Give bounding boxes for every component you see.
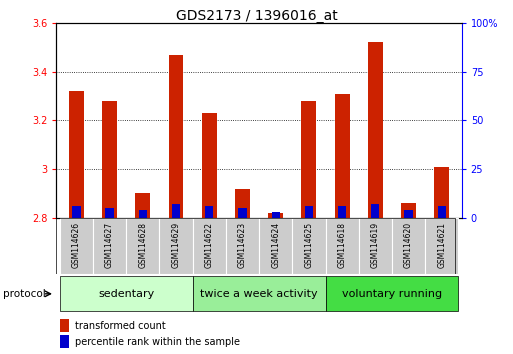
Bar <box>326 218 359 274</box>
Bar <box>268 213 283 218</box>
Bar <box>435 167 449 218</box>
Bar <box>102 101 117 218</box>
Bar <box>126 218 160 274</box>
Bar <box>259 218 292 274</box>
Text: percentile rank within the sample: percentile rank within the sample <box>75 337 240 347</box>
Bar <box>338 206 346 218</box>
Text: GSM114624: GSM114624 <box>271 222 280 268</box>
Bar <box>302 101 317 218</box>
Bar <box>226 218 259 274</box>
Bar <box>271 212 280 218</box>
Bar <box>169 55 184 218</box>
Bar <box>404 210 412 218</box>
Bar <box>172 204 180 218</box>
Bar <box>235 189 250 218</box>
Bar <box>359 218 392 274</box>
Bar <box>135 193 150 218</box>
Text: twice a week activity: twice a week activity <box>200 289 318 299</box>
Text: GSM114622: GSM114622 <box>205 222 214 268</box>
Bar <box>425 218 459 274</box>
Text: GSM114621: GSM114621 <box>437 222 446 268</box>
Bar <box>192 276 326 312</box>
Bar <box>292 218 326 274</box>
Text: transformed count: transformed count <box>75 321 165 331</box>
Bar <box>392 218 425 274</box>
Bar <box>371 204 380 218</box>
Text: GSM114626: GSM114626 <box>72 222 81 268</box>
Bar <box>334 93 349 218</box>
Bar <box>93 218 126 274</box>
Bar <box>139 210 147 218</box>
Text: GSM114629: GSM114629 <box>171 222 181 268</box>
Bar <box>61 319 69 332</box>
Bar <box>60 218 93 274</box>
Bar <box>239 208 247 218</box>
Bar <box>202 113 216 218</box>
Text: voluntary running: voluntary running <box>342 289 442 299</box>
Text: GSM114623: GSM114623 <box>238 222 247 268</box>
Text: GDS2173 / 1396016_at: GDS2173 / 1396016_at <box>175 9 338 23</box>
Bar <box>438 206 446 218</box>
Text: protocol: protocol <box>3 289 45 299</box>
Bar <box>192 218 226 274</box>
Text: GSM114627: GSM114627 <box>105 222 114 268</box>
Text: GSM114620: GSM114620 <box>404 222 413 268</box>
Bar <box>106 208 114 218</box>
Bar <box>60 276 192 312</box>
Bar <box>368 42 383 218</box>
Bar <box>61 335 69 348</box>
Bar <box>160 218 192 274</box>
Bar <box>69 91 84 218</box>
Bar <box>72 206 81 218</box>
Text: GSM114619: GSM114619 <box>371 222 380 268</box>
Text: sedentary: sedentary <box>98 289 154 299</box>
Bar <box>401 203 416 218</box>
Bar <box>205 206 213 218</box>
Text: GSM114625: GSM114625 <box>304 222 313 268</box>
Bar <box>305 206 313 218</box>
Text: GSM114628: GSM114628 <box>139 222 147 268</box>
Text: GSM114618: GSM114618 <box>338 222 347 268</box>
Bar <box>326 276 459 312</box>
